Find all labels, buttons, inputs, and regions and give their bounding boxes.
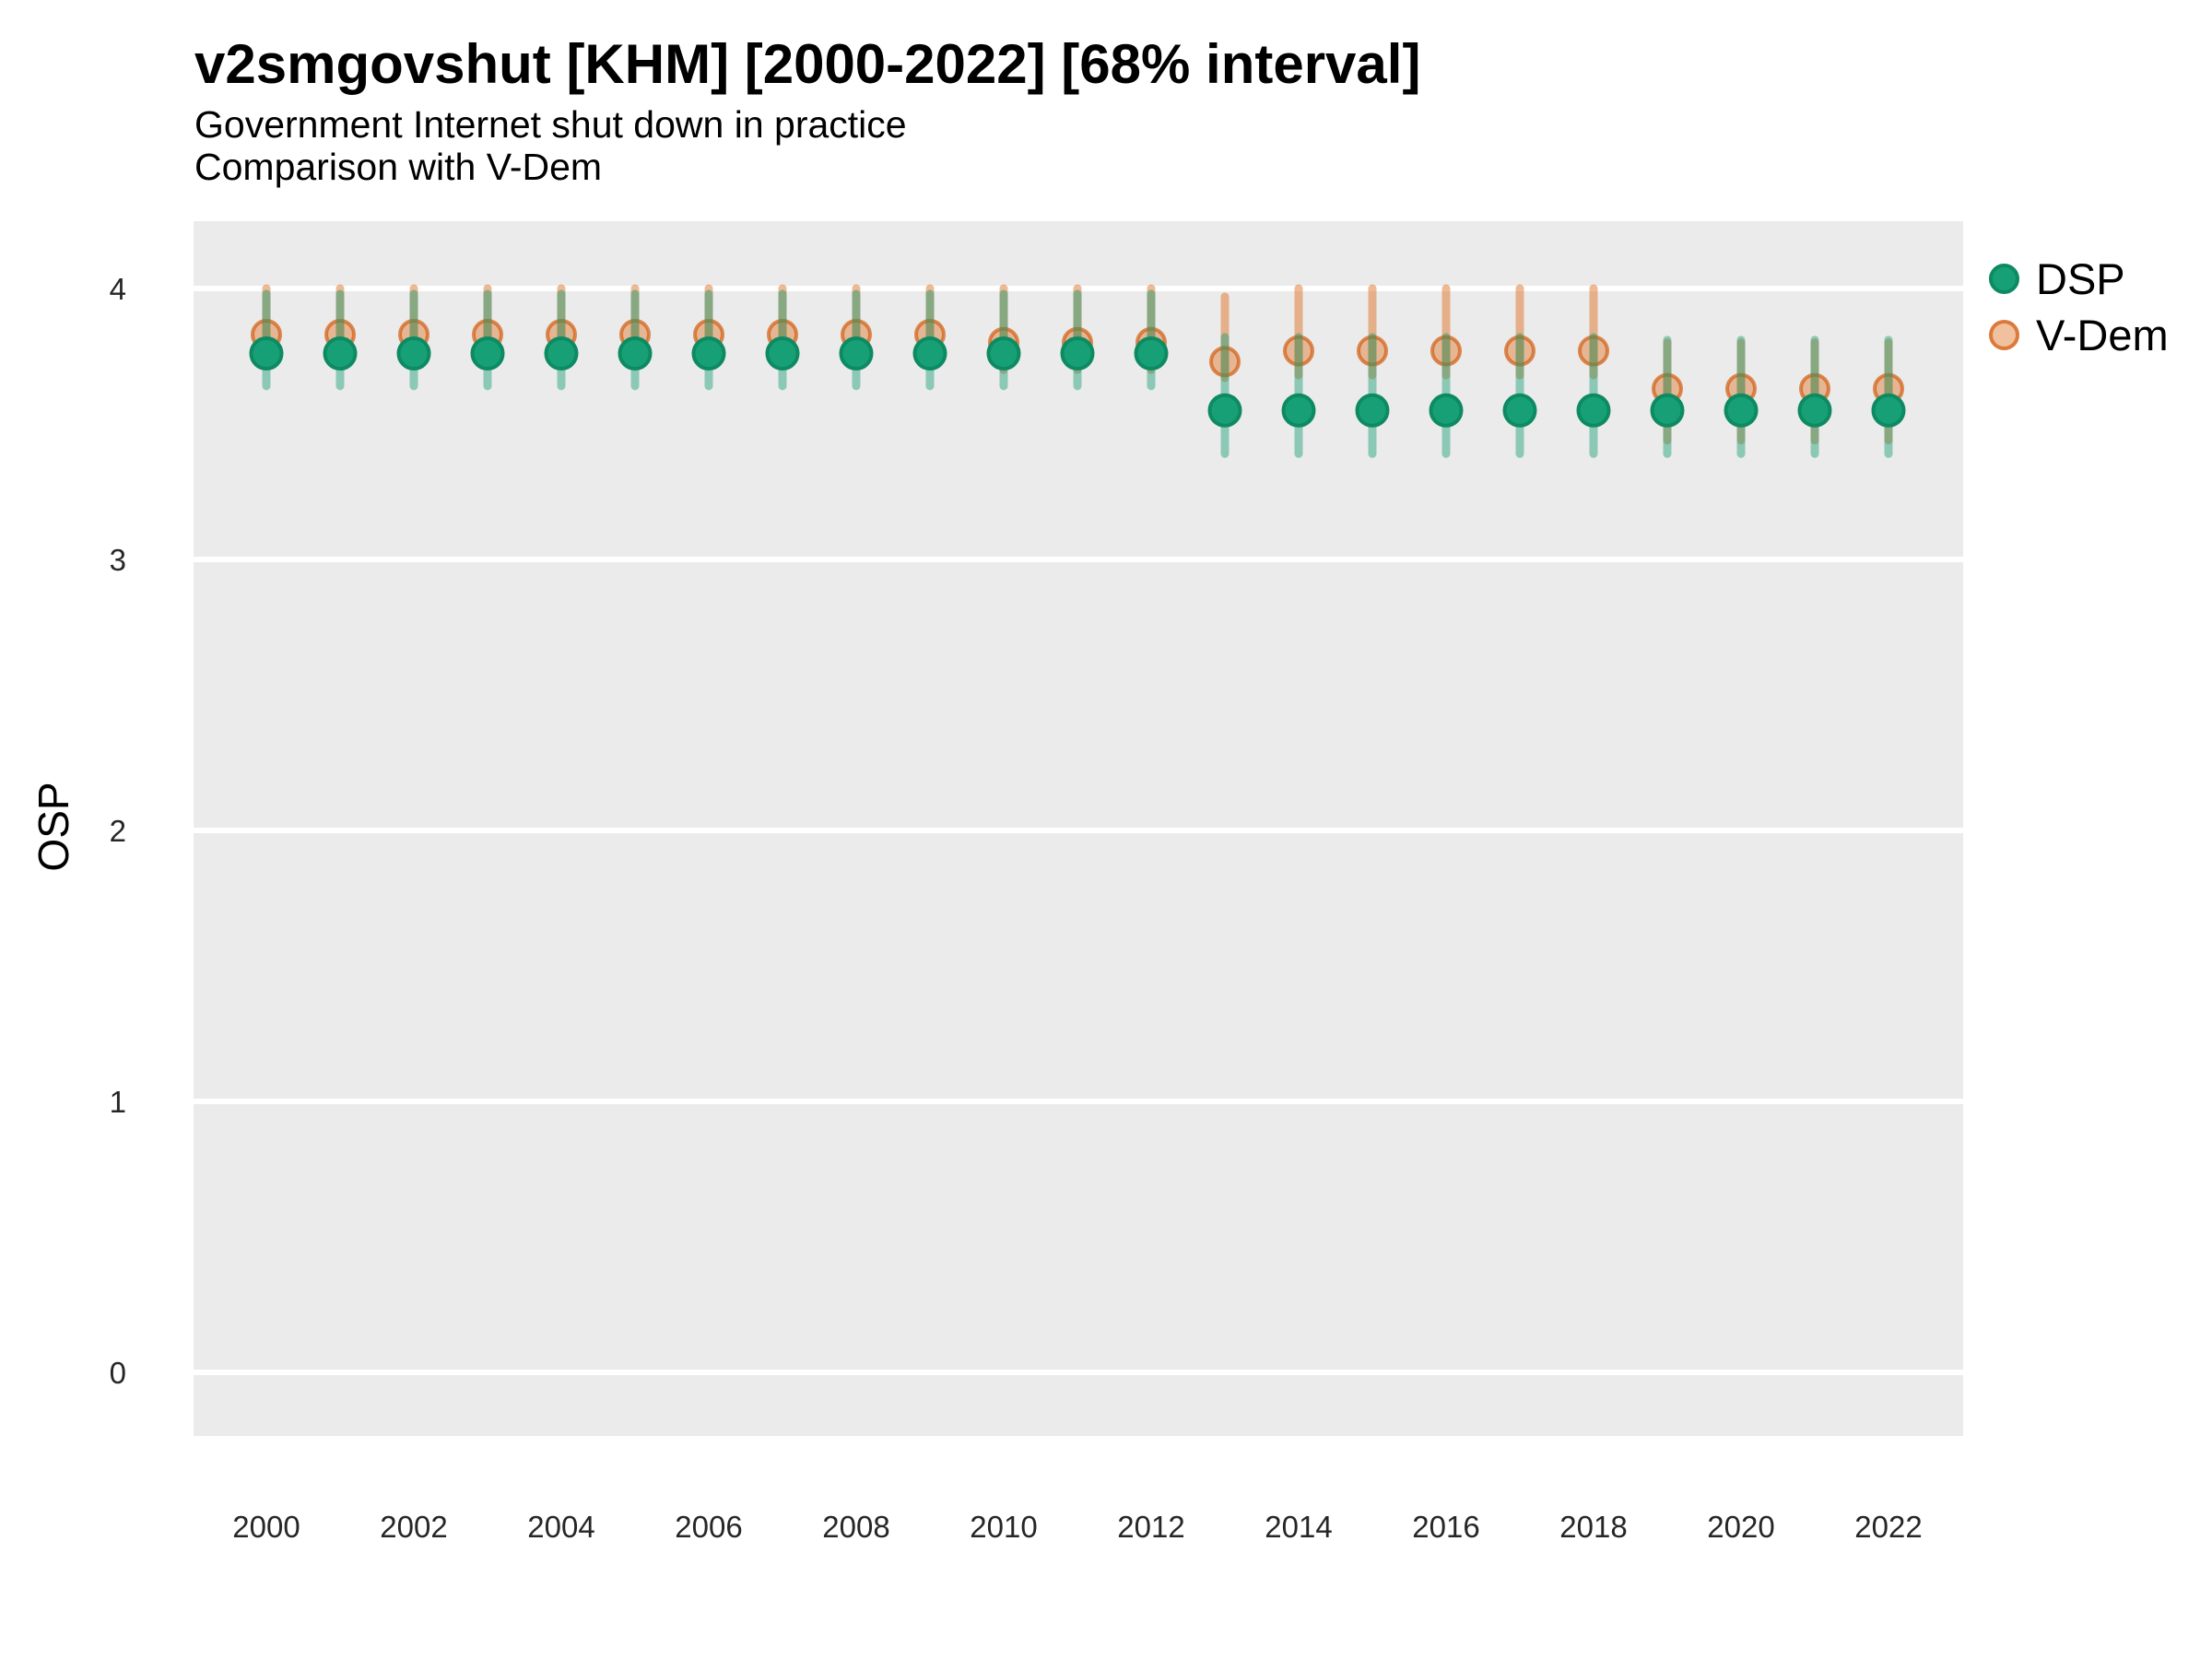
legend-item-vdem: V-Dem (1989, 307, 2169, 363)
point-dsp (1871, 393, 1906, 428)
point-dsp (1429, 393, 1464, 428)
point-dsp (1724, 393, 1759, 428)
x-tick-label: 2016 (1412, 1510, 1479, 1544)
point-dsp (1502, 393, 1537, 428)
legend-key-vdem-icon (1989, 320, 2019, 350)
legend-item-dsp: DSP (1989, 251, 2169, 307)
legend-label-dsp: DSP (2036, 254, 2125, 303)
chart-subtitle-line2: Comparison with V-Dem (194, 146, 603, 189)
chart-subtitle-line1: Government Internet shut down in practic… (194, 103, 907, 146)
point-dsp (323, 336, 358, 371)
legend-label-vdem: V-Dem (2036, 311, 2169, 359)
point-dsp (912, 336, 947, 371)
chart-subtitle: Government Internet shut down in practic… (194, 103, 907, 189)
x-tick-label: 2018 (1559, 1510, 1627, 1544)
x-tick-label: 2002 (380, 1510, 447, 1544)
point-dsp (1576, 393, 1611, 428)
point-dsp (544, 336, 579, 371)
x-tick-label: 2004 (527, 1510, 594, 1544)
point-dsp (1281, 393, 1316, 428)
point-dsp (986, 336, 1021, 371)
point-vdem (1430, 335, 1462, 367)
point-dsp (765, 336, 800, 371)
point-dsp (1207, 393, 1242, 428)
point-dsp (1797, 393, 1832, 428)
point-dsp (249, 336, 284, 371)
y-tick-label: 2 (110, 814, 126, 848)
legend-key-dsp-icon (1989, 264, 2019, 294)
x-tick-label: 2010 (970, 1510, 1037, 1544)
point-vdem (1357, 335, 1388, 367)
point-dsp (1060, 336, 1095, 371)
point-vdem (1283, 335, 1314, 367)
point-dsp (691, 336, 726, 371)
point-dsp (1355, 393, 1390, 428)
x-tick-label: 2022 (1854, 1510, 1922, 1544)
point-dsp (618, 336, 653, 371)
x-tick-label: 2014 (1265, 1510, 1332, 1544)
x-tick-label: 2012 (1117, 1510, 1184, 1544)
x-tick-label: 2006 (675, 1510, 742, 1544)
y-tick-label: 4 (110, 272, 126, 306)
point-dsp (1134, 336, 1169, 371)
x-tick-label: 2000 (232, 1510, 300, 1544)
chart-title: v2smgovshut [KHM] [2000-2022] [68% inter… (194, 33, 1421, 95)
y-tick-label: 3 (110, 543, 126, 577)
point-dsp (1650, 393, 1685, 428)
point-dsp (839, 336, 874, 371)
y-axis-title: OSP (29, 782, 77, 872)
point-dsp (396, 336, 431, 371)
point-vdem (1578, 335, 1609, 367)
x-tick-label: 2020 (1707, 1510, 1774, 1544)
point-vdem (1504, 335, 1535, 367)
legend: DSP V-Dem (1989, 251, 2169, 363)
point-dsp (470, 336, 505, 371)
y-tick-label: 1 (110, 1085, 126, 1119)
x-tick-label: 2008 (822, 1510, 889, 1544)
point-vdem (1209, 346, 1241, 378)
y-tick-label: 0 (110, 1356, 126, 1390)
